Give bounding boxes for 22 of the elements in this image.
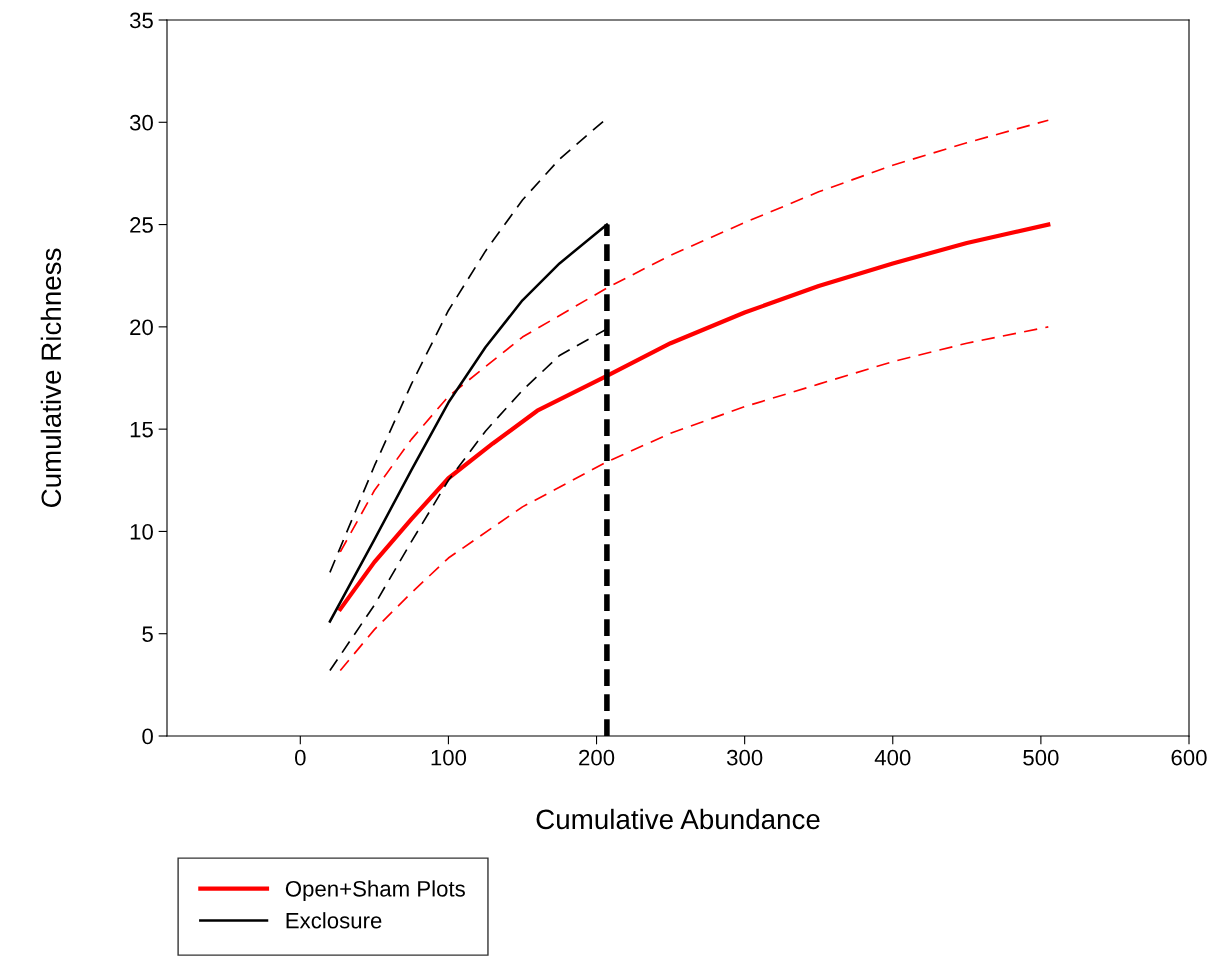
y-tick-label: 5	[142, 626, 153, 642]
y-tick-label: 25	[130, 217, 153, 233]
x-axis-title: Cumulative Abundance	[536, 808, 820, 830]
legend-label: Exclosure	[286, 912, 382, 929]
y-tick-label: 10	[130, 523, 153, 540]
y-axis-title: Cumulative Richness	[40, 248, 62, 508]
x-tick-label: 200	[579, 749, 615, 766]
x-tick-label: 400	[874, 749, 911, 766]
line-series	[339, 326, 1050, 672]
x-tick-label: 100	[431, 749, 467, 766]
y-tick-label: 15	[130, 421, 153, 438]
x-tick-label: 300	[726, 749, 763, 766]
y-tick-label: 20	[130, 319, 153, 336]
x-tick-label: 600	[1171, 749, 1207, 766]
y-tick-label: 30	[129, 114, 153, 131]
y-tick-label: 0	[142, 728, 153, 745]
x-tick-label: 0	[294, 749, 306, 766]
x-tick-label: 500	[1023, 749, 1059, 766]
legend-label: Open+Sham Plots	[285, 880, 465, 902]
y-tick-label: 35	[129, 12, 153, 29]
line-series	[339, 119, 1050, 553]
line-series	[338, 222, 1051, 612]
